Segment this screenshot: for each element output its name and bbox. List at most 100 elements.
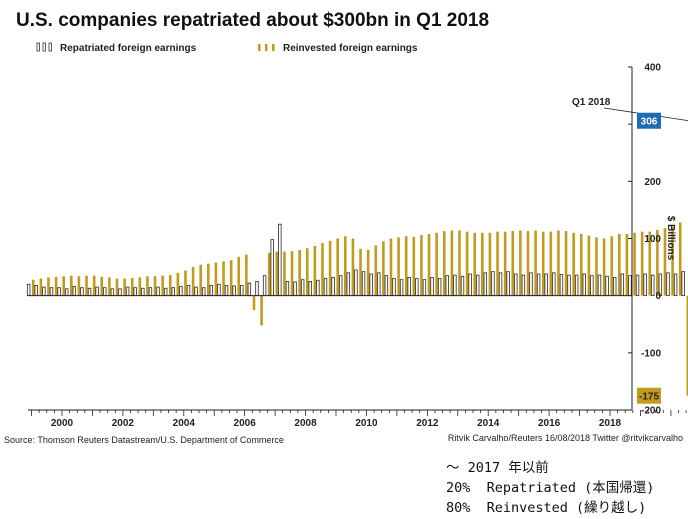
- bar-reinvested: [283, 251, 286, 296]
- bar-reinvested: [541, 231, 545, 296]
- bar-reinvested: [351, 238, 355, 296]
- bar-repatriated: [34, 284, 38, 297]
- bar-repatriated: [681, 271, 685, 297]
- bar-repatriated: [285, 280, 290, 297]
- bar-reinvested: [123, 278, 126, 296]
- bar-repatriated: [552, 272, 556, 297]
- bar-reinvested: [602, 238, 606, 296]
- bar-repatriated: [323, 278, 328, 297]
- bar-reinvested: [526, 231, 530, 296]
- bar-reinvested: [389, 238, 393, 296]
- source-text: Source: Thomson Reuters Datastream/U.S. …: [4, 435, 284, 445]
- bar-reinvested: [115, 278, 119, 296]
- value-badge-306: [637, 112, 661, 129]
- bar-reinvested: [579, 233, 583, 296]
- bar-repatriated: [491, 271, 495, 297]
- bar-repatriated: [483, 272, 488, 297]
- chart-title: U.S. companies repatriated about $300bn …: [16, 10, 489, 31]
- bar-reinvested: [656, 229, 659, 296]
- x-tick-label: 2008: [294, 418, 317, 429]
- bar-reinvested: [450, 230, 454, 296]
- bar-reinvested: [481, 232, 484, 296]
- legend-label-repatriated: Repatriated foreign earnings: [60, 43, 197, 54]
- bar-repatriated: [110, 288, 115, 297]
- bar-repatriated: [42, 286, 46, 297]
- bar-repatriated: [476, 274, 480, 297]
- bar-reinvested: [587, 235, 591, 296]
- bar-reinvested: [572, 232, 575, 296]
- bar-reinvested: [222, 261, 225, 296]
- bar-reinvested: [458, 230, 461, 296]
- bar-repatriated: [316, 279, 320, 297]
- note-line-1: ～ 2017 年以前: [446, 460, 549, 476]
- x-tick-label: 2014: [477, 418, 500, 429]
- bar-reinvested: [313, 245, 317, 296]
- bar-repatriated: [498, 272, 503, 297]
- credit-text: Ritvik Carvalho/Reuters 16/08/2018 Twitt…: [448, 433, 683, 443]
- bar-reinvested: [77, 276, 81, 296]
- bar-reinvested: [229, 260, 233, 296]
- bar-reinvested: [85, 275, 88, 296]
- bar-repatriated: [574, 274, 579, 297]
- bar-repatriated: [430, 276, 434, 297]
- bar-reinvested: [161, 275, 164, 296]
- bar-reinvested: [549, 231, 553, 296]
- bar-repatriated: [582, 273, 586, 297]
- bar-repatriated: [171, 287, 175, 297]
- bar-reinvested: [633, 232, 636, 296]
- bar-repatriated: [224, 284, 229, 297]
- bar-reinvested: [595, 237, 598, 296]
- x-tick-label: 2000: [51, 418, 74, 429]
- bar-repatriated: [194, 286, 198, 297]
- axes: 2000 2002 2004 2006 2008 2010 2012 2014 2016 2018…: [28, 63, 688, 429]
- bar-reinvested: [267, 252, 271, 296]
- bar-repatriated: [217, 283, 221, 297]
- bar-repatriated: [95, 286, 99, 297]
- value-badge-neg175: [637, 387, 661, 404]
- bar-reinvested: [100, 276, 104, 296]
- bar-repatriated: [643, 273, 647, 297]
- bar-reinvested: [184, 270, 187, 296]
- bar-reinvested: [519, 230, 522, 296]
- bar-reinvested: [625, 233, 629, 296]
- note-box: ～ 2017 年以前 20% Repatriated (本国帰還) 80% Rein…: [446, 458, 654, 518]
- bar-repatriated: [536, 273, 541, 297]
- x-tick-label: 2012: [416, 418, 439, 429]
- bar-repatriated: [369, 273, 373, 297]
- bar-reinvested: [214, 262, 218, 296]
- bar-reinvested: [663, 228, 667, 296]
- bar-repatriated: [118, 288, 122, 297]
- bar-repatriated: [300, 279, 305, 297]
- bar-repatriated: [673, 273, 678, 297]
- bar-reinvested: [146, 276, 149, 296]
- bar-reinvested: [382, 241, 385, 296]
- bar-reinvested: [298, 249, 301, 296]
- bar-reinvested: [39, 278, 43, 296]
- bar-repatriated: [156, 286, 160, 297]
- bar-repatriated: [270, 239, 274, 297]
- bar-reinvested: [397, 237, 400, 296]
- bar-reinvested: [130, 277, 134, 296]
- bar-repatriated: [422, 279, 427, 297]
- bar-repatriated: [141, 287, 145, 297]
- bar-reinvested: [252, 295, 256, 310]
- bar-repatriated: [392, 278, 396, 297]
- bar-repatriated: [255, 280, 259, 297]
- bar-reinvested: [412, 236, 416, 296]
- bar-reinvested: [47, 277, 50, 296]
- bar-repatriated: [415, 278, 419, 297]
- bar-reinvested: [92, 275, 96, 296]
- bar-repatriated: [354, 269, 358, 297]
- bar-reinvested: [237, 256, 241, 296]
- bar-reinvested: [70, 275, 73, 296]
- x-tick-label: 2010: [355, 418, 378, 429]
- bar-repatriated: [65, 288, 69, 297]
- bar-reinvested: [640, 231, 644, 296]
- y-tick-label: -200: [641, 406, 661, 417]
- bar-reinvested: [153, 276, 157, 296]
- bar-repatriated: [247, 282, 252, 297]
- bar-reinvested: [321, 243, 324, 296]
- bar-reinvested: [442, 231, 446, 296]
- bar-repatriated: [620, 273, 625, 297]
- bar-repatriated: [521, 274, 526, 297]
